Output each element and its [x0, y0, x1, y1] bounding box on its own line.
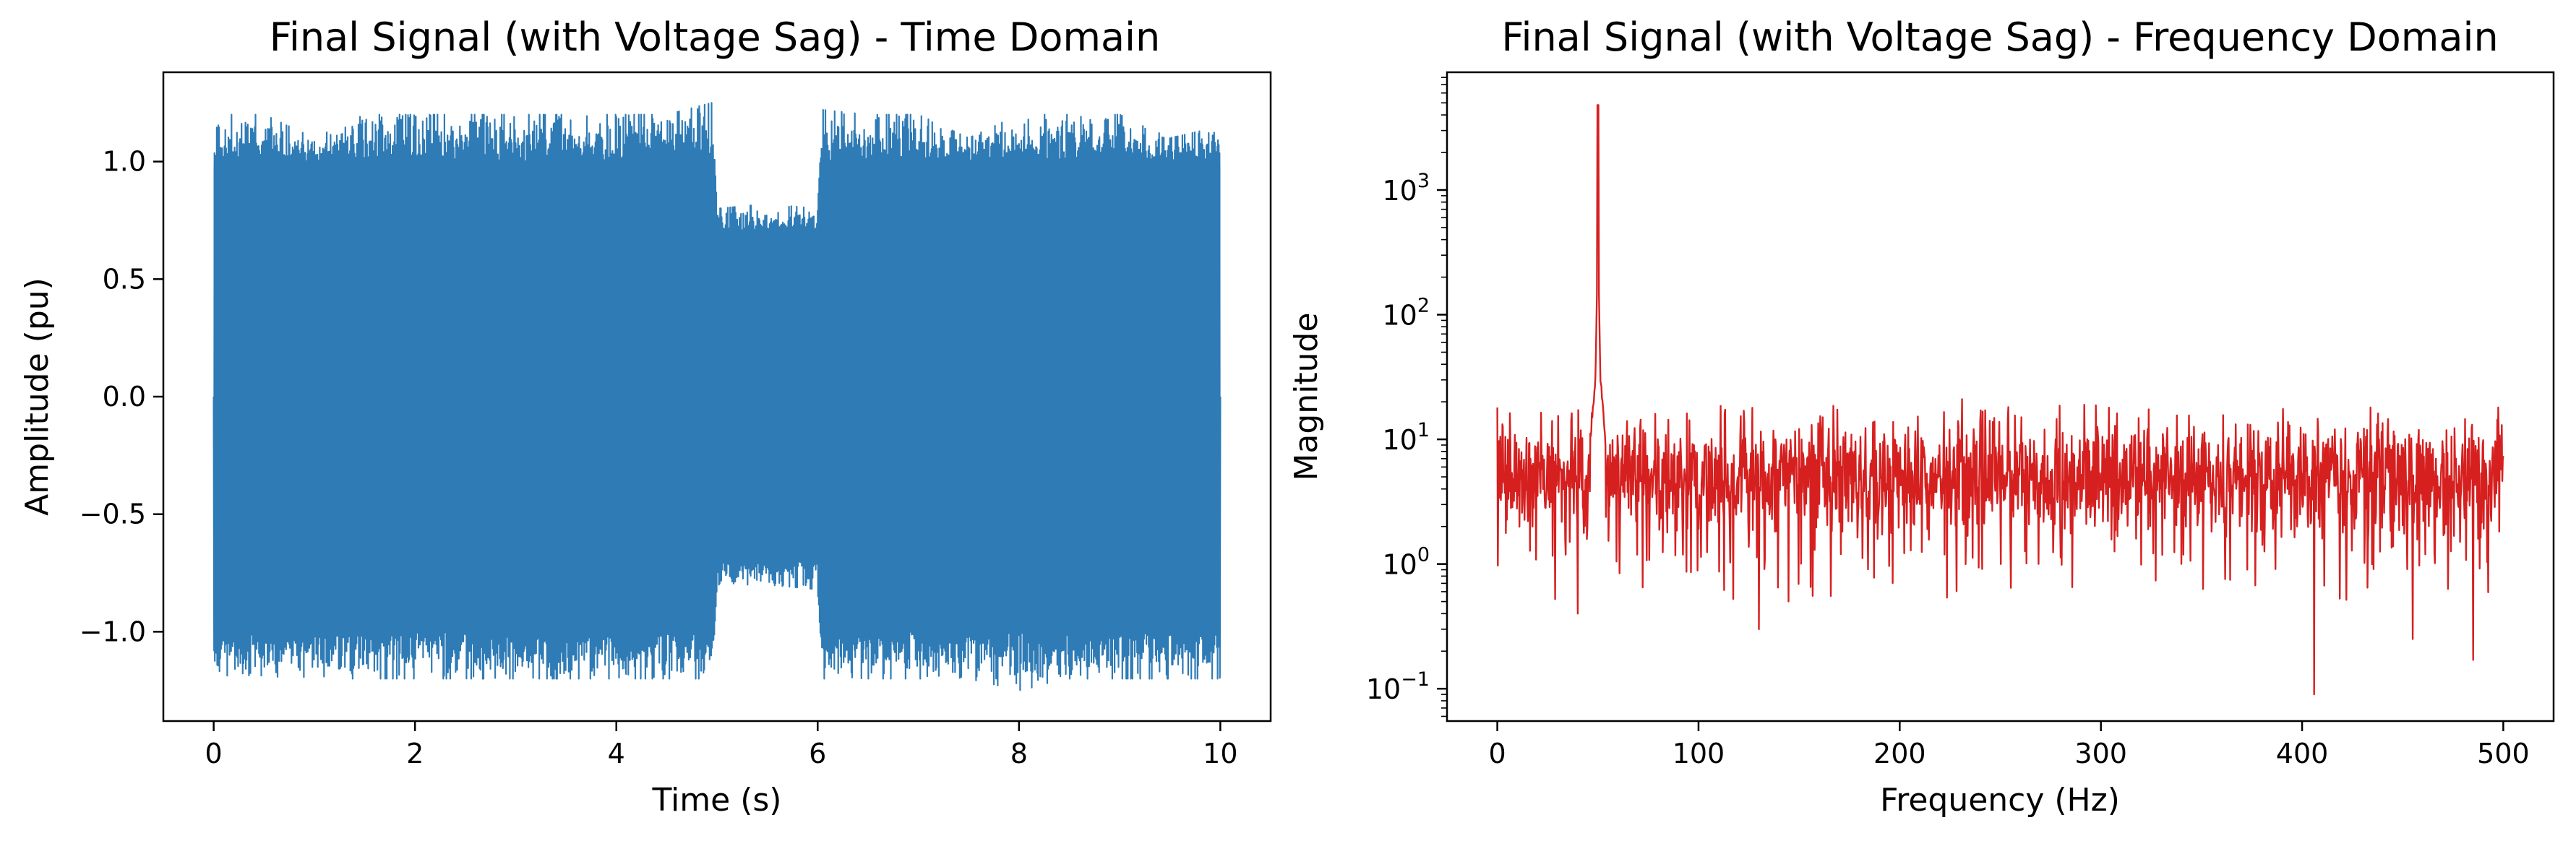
x-tick-label: 100: [1673, 738, 1725, 769]
frequency-series: [1496, 104, 2504, 696]
x-tick-label: 0: [205, 738, 223, 769]
x-tick-label: 6: [809, 738, 826, 769]
x-tick-label: 2: [406, 738, 424, 769]
y-axis-label: Amplitude (pu): [19, 277, 56, 516]
chart-title: Final Signal (with Voltage Sag) - Freque…: [1501, 14, 2498, 60]
y-tick-label: 102: [1382, 295, 1430, 332]
x-tick-label: 300: [2074, 738, 2127, 769]
signal-line: [212, 102, 1222, 691]
y-tick-label: 101: [1382, 419, 1430, 456]
x-tick-label: 0: [1488, 738, 1506, 769]
y-tick-label: 1.0: [103, 146, 146, 178]
y-axis: −1.0 −0.5 0.0 0.5 1.0: [80, 146, 163, 647]
y-tick-label: 10−1: [1366, 668, 1430, 705]
x-tick-label: 500: [2477, 738, 2530, 769]
y-tick-label: 100: [1382, 544, 1430, 581]
x-tick-label: 200: [1873, 738, 1926, 769]
y-axis-label: Magnitude: [1288, 312, 1325, 480]
x-tick-label: 400: [2276, 738, 2329, 769]
chart-title: Final Signal (with Voltage Sag) - Time D…: [270, 14, 1161, 60]
y-tick-label: 0.5: [103, 263, 146, 295]
time-series: [212, 102, 1222, 691]
x-tick-label: 10: [1203, 738, 1237, 769]
spectrum-line: [1496, 104, 2504, 696]
time-domain-chart: Final Signal (with Voltage Sag) - Time D…: [19, 14, 1272, 819]
plot-frame: [1446, 71, 2555, 723]
frequency-domain-chart: Final Signal (with Voltage Sag) - Freque…: [1288, 14, 2555, 819]
x-tick-label: 4: [608, 738, 625, 769]
x-axis-label: Frequency (Hz): [1880, 782, 2120, 819]
x-tick-label: 8: [1010, 738, 1028, 769]
y-axis: 10−1 100 101 102 103: [1366, 77, 1447, 717]
y-tick-label: 103: [1382, 170, 1430, 207]
y-tick-label: −0.5: [80, 499, 146, 530]
x-axis: 0 2 4 6 8 10: [205, 721, 1238, 769]
y-tick-label: −1.0: [80, 616, 146, 647]
x-axis-label: Time (s): [652, 782, 782, 819]
x-axis: 0 100 200 300 400 500: [1488, 721, 2530, 769]
y-tick-label: 0.0: [103, 381, 146, 413]
